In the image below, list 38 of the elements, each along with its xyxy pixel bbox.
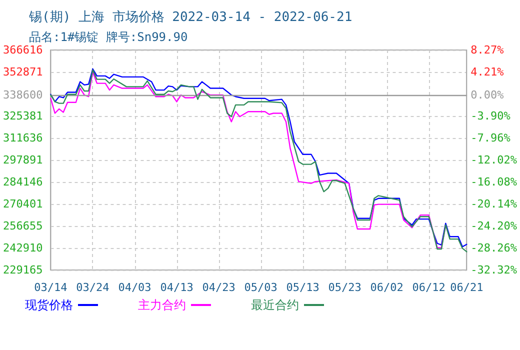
y2-tick-label: -3.90% bbox=[470, 109, 511, 122]
x-tick-label: 06/12 bbox=[412, 281, 446, 294]
y2-tick-label: -32.32% bbox=[470, 264, 518, 276]
x-tick-label: 06/02 bbox=[370, 281, 404, 294]
y2-tick-label: -24.20% bbox=[470, 219, 518, 232]
legend-label: 现货价格 bbox=[25, 298, 73, 312]
y-tick-label: 338600 bbox=[2, 88, 43, 102]
y-tick-label: 352871 bbox=[2, 66, 43, 78]
y-tick-label: 311636 bbox=[2, 132, 43, 144]
y2-tick-label: -16.08% bbox=[470, 175, 518, 188]
y-tick-label: 242910 bbox=[2, 242, 43, 254]
x-tick-label: 03/24 bbox=[76, 281, 110, 294]
y-tick-label: 297891 bbox=[2, 154, 43, 166]
y-tick-label: 229165 bbox=[2, 264, 43, 276]
chart-subtitle: 品名:1#锡锭 牌号:Sn99.90 bbox=[29, 30, 188, 44]
x-tick-label: 04/03 bbox=[118, 281, 152, 294]
y2-tick-label: 8.27% bbox=[470, 44, 504, 56]
x-tick-label: 05/13 bbox=[286, 281, 320, 294]
x-tick-label: 05/23 bbox=[328, 281, 362, 294]
y-tick-label: 325381 bbox=[2, 110, 43, 122]
chart-title: 锡(期) 上海 市场价格 2022-03-14 - 2022-06-21 bbox=[28, 10, 352, 25]
y2-tick-label: -28.26% bbox=[470, 241, 518, 254]
y2-tick-label: -20.14% bbox=[470, 197, 518, 210]
y2-tick-label: 4.21% bbox=[470, 66, 504, 79]
y2-tick-label: 0.00% bbox=[470, 88, 504, 102]
legend-label: 主力合约 bbox=[138, 298, 186, 312]
y-tick-label: 366616 bbox=[2, 44, 43, 56]
legend-label: 最近合约 bbox=[251, 298, 299, 312]
x-tick-label: 03/14 bbox=[34, 281, 68, 294]
y2-tick-label: -12.02% bbox=[470, 153, 518, 166]
x-tick-label: 04/23 bbox=[202, 281, 236, 294]
x-tick-label: 04/13 bbox=[160, 281, 194, 294]
y2-tick-label: -7.96% bbox=[470, 131, 511, 144]
y-tick-label: 284146 bbox=[2, 176, 43, 188]
x-tick-label: 06/21 bbox=[450, 281, 484, 294]
x-tick-label: 05/03 bbox=[244, 281, 278, 294]
y-tick-label: 270401 bbox=[2, 198, 43, 210]
y-tick-label: 256655 bbox=[2, 220, 43, 232]
